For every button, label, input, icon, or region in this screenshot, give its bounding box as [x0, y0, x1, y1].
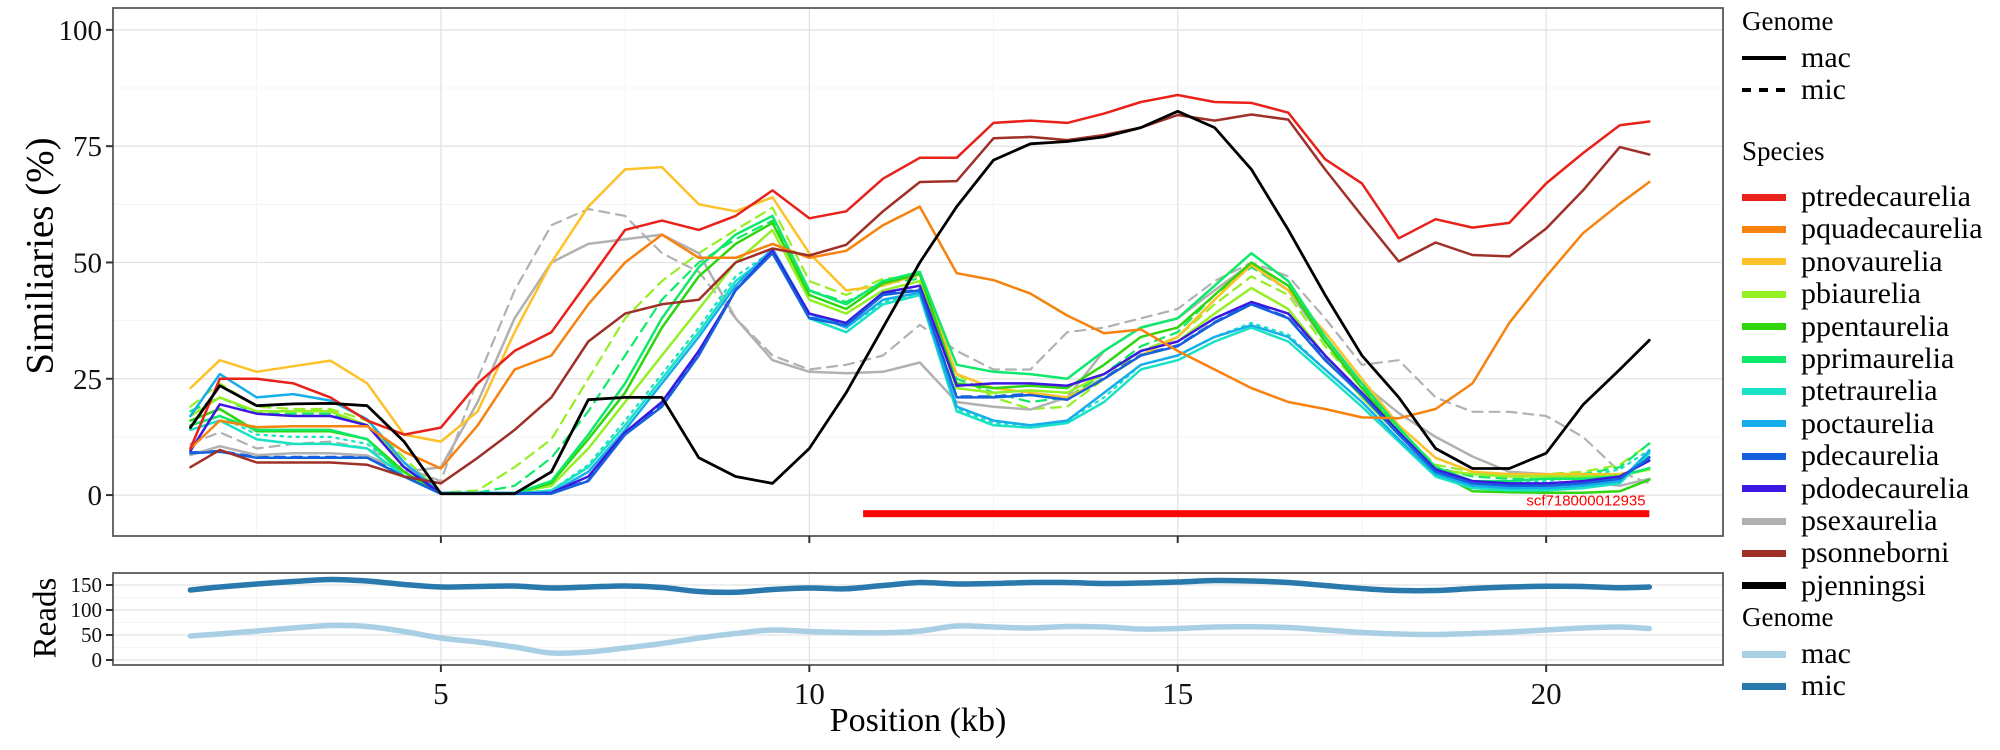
legend-species-psonneborni: psonneborni — [1742, 537, 1949, 569]
genome2-legend-title: Genome — [1742, 602, 1834, 632]
legend-genome-mac: mac — [1742, 42, 1851, 74]
reads-line-mac — [187, 622, 1653, 657]
series-line-psexaurelia-mac — [189, 233, 1651, 488]
legend-species-ptredecaurelia: ptredecaurelia — [1742, 181, 1971, 213]
pprimaurelia-color-swatch-icon — [1742, 355, 1786, 363]
legend-species-psexaurelia: psexaurelia — [1742, 505, 1938, 537]
panel-border-reads — [112, 572, 1724, 666]
legend-species-pjenningsi: pjenningsi — [1742, 570, 1926, 602]
legend-species-label: pprimaurelia — [1801, 342, 1955, 375]
main-y-tick-label: 75 — [73, 131, 102, 163]
main-y-tick-label: 25 — [73, 364, 102, 396]
x-axis-title: Position (kb) — [829, 702, 1007, 739]
legend-genome2-mac: mac — [1742, 638, 1851, 670]
genome-legend-title: Genome — [1742, 6, 1834, 36]
ptredecaurelia-color-swatch-icon — [1742, 193, 1786, 201]
legend-species-pnovaurelia: pnovaurelia — [1742, 246, 1943, 278]
series-line-ptredecaurelia-mac — [189, 93, 1651, 450]
legend-genome-mic-label: mic — [1801, 73, 1846, 106]
legend-species-label: pbiaurelia — [1801, 277, 1921, 311]
main-y-tick-label: 100 — [59, 15, 103, 47]
series-line-pdecaurelia-mac — [189, 251, 1651, 495]
reads-y-tick-label: 100 — [71, 598, 103, 622]
scaffold-bar — [863, 510, 1650, 518]
legend-species-ppentaurelia: ppentaurelia — [1742, 311, 1949, 343]
reads-y-tick-label: 50 — [81, 623, 102, 647]
legend-species-label: pnovaurelia — [1801, 244, 1943, 278]
series-line-pjenningsi-mac — [188, 109, 1651, 496]
legend-genome2-mac-label: mac — [1801, 637, 1851, 670]
series-line-pdodecaurelia-mac — [189, 249, 1651, 495]
reads-y-axis-title: Reads — [27, 577, 64, 659]
x-tick-label: 15 — [1162, 676, 1193, 711]
pdecaurelia-color-swatch-icon — [1742, 452, 1786, 460]
mic-color-swatch-icon — [1742, 682, 1786, 690]
legend-species-label: pquadecaurelia — [1801, 212, 1983, 246]
legend-species-pdecaurelia: pdecaurelia — [1742, 440, 1939, 472]
mac-solid-line-icon — [1742, 56, 1786, 60]
poctaurelia-color-swatch-icon — [1742, 420, 1786, 428]
ptetraurelia-color-swatch-icon — [1742, 387, 1786, 395]
main-y-axis-title: Similiaries (%) — [18, 137, 62, 375]
legend-species-label: ppentaurelia — [1801, 309, 1950, 343]
series-line-psonneborni-mac — [189, 113, 1651, 485]
legend-species-pbiaurelia: pbiaurelia — [1742, 278, 1921, 310]
legend-species-pdodecaurelia: pdodecaurelia — [1742, 473, 1969, 505]
legend-genome2-mic-label: mic — [1801, 669, 1846, 702]
legend-panel: Genome mac mic Species ptredecaurelia pqu… — [1742, 0, 1998, 750]
legend-species-label: psonneborni — [1801, 536, 1950, 570]
legend-species-label: ptetraurelia — [1801, 374, 1938, 408]
x-tick-label: 20 — [1531, 676, 1562, 711]
legend-species-label: ptredecaurelia — [1801, 180, 1971, 213]
psexaurelia-color-swatch-icon — [1742, 517, 1786, 525]
legend-species-label: pjenningsi — [1801, 568, 1926, 602]
scaffold-label: scf718000012935 — [1526, 492, 1645, 509]
mic-dashed-line-icon — [1742, 88, 1786, 92]
pjenningsi-color-swatch-icon — [1742, 582, 1786, 590]
main-y-tick-label: 0 — [88, 480, 103, 512]
mac-color-swatch-icon — [1742, 650, 1786, 658]
legend-species-label: psexaurelia — [1801, 504, 1938, 537]
legend-genome2-mic: mic — [1742, 670, 1846, 702]
series-line-psexaurelia-mic — [189, 207, 1651, 485]
pdodecaurelia-color-swatch-icon — [1742, 485, 1786, 493]
x-tick-label: 10 — [794, 676, 825, 711]
main-y-tick-label: 50 — [73, 247, 102, 279]
pnovaurelia-color-swatch-icon — [1742, 258, 1786, 266]
legend-species-poctaurelia: poctaurelia — [1742, 408, 1934, 440]
legend-species-pquadecaurelia: pquadecaurelia — [1742, 213, 1983, 245]
pquadecaurelia-color-swatch-icon — [1742, 225, 1786, 233]
species-legend-title: Species — [1742, 136, 1825, 166]
psonneborni-color-swatch-icon — [1742, 549, 1786, 557]
legend-species-pprimaurelia: pprimaurelia — [1742, 343, 1954, 375]
legend-species-ptetraurelia: ptetraurelia — [1742, 375, 1938, 407]
reads-line-mic — [187, 576, 1653, 596]
legend-species-label: poctaurelia — [1801, 406, 1935, 440]
legend-genome-mic: mic — [1742, 74, 1846, 106]
reads-y-tick-label: 0 — [92, 648, 103, 672]
legend-genome-mac-label: mac — [1801, 41, 1851, 74]
x-tick-label: 5 — [433, 676, 449, 711]
pbiaurelia-color-swatch-icon — [1742, 290, 1786, 298]
legend-species-label: pdodecaurelia — [1801, 471, 1970, 505]
reads-y-tick-label: 150 — [71, 573, 103, 597]
ppentaurelia-color-swatch-icon — [1742, 323, 1786, 331]
legend-species-label: pdecaurelia — [1801, 439, 1940, 473]
panel-border-main — [112, 7, 1724, 537]
